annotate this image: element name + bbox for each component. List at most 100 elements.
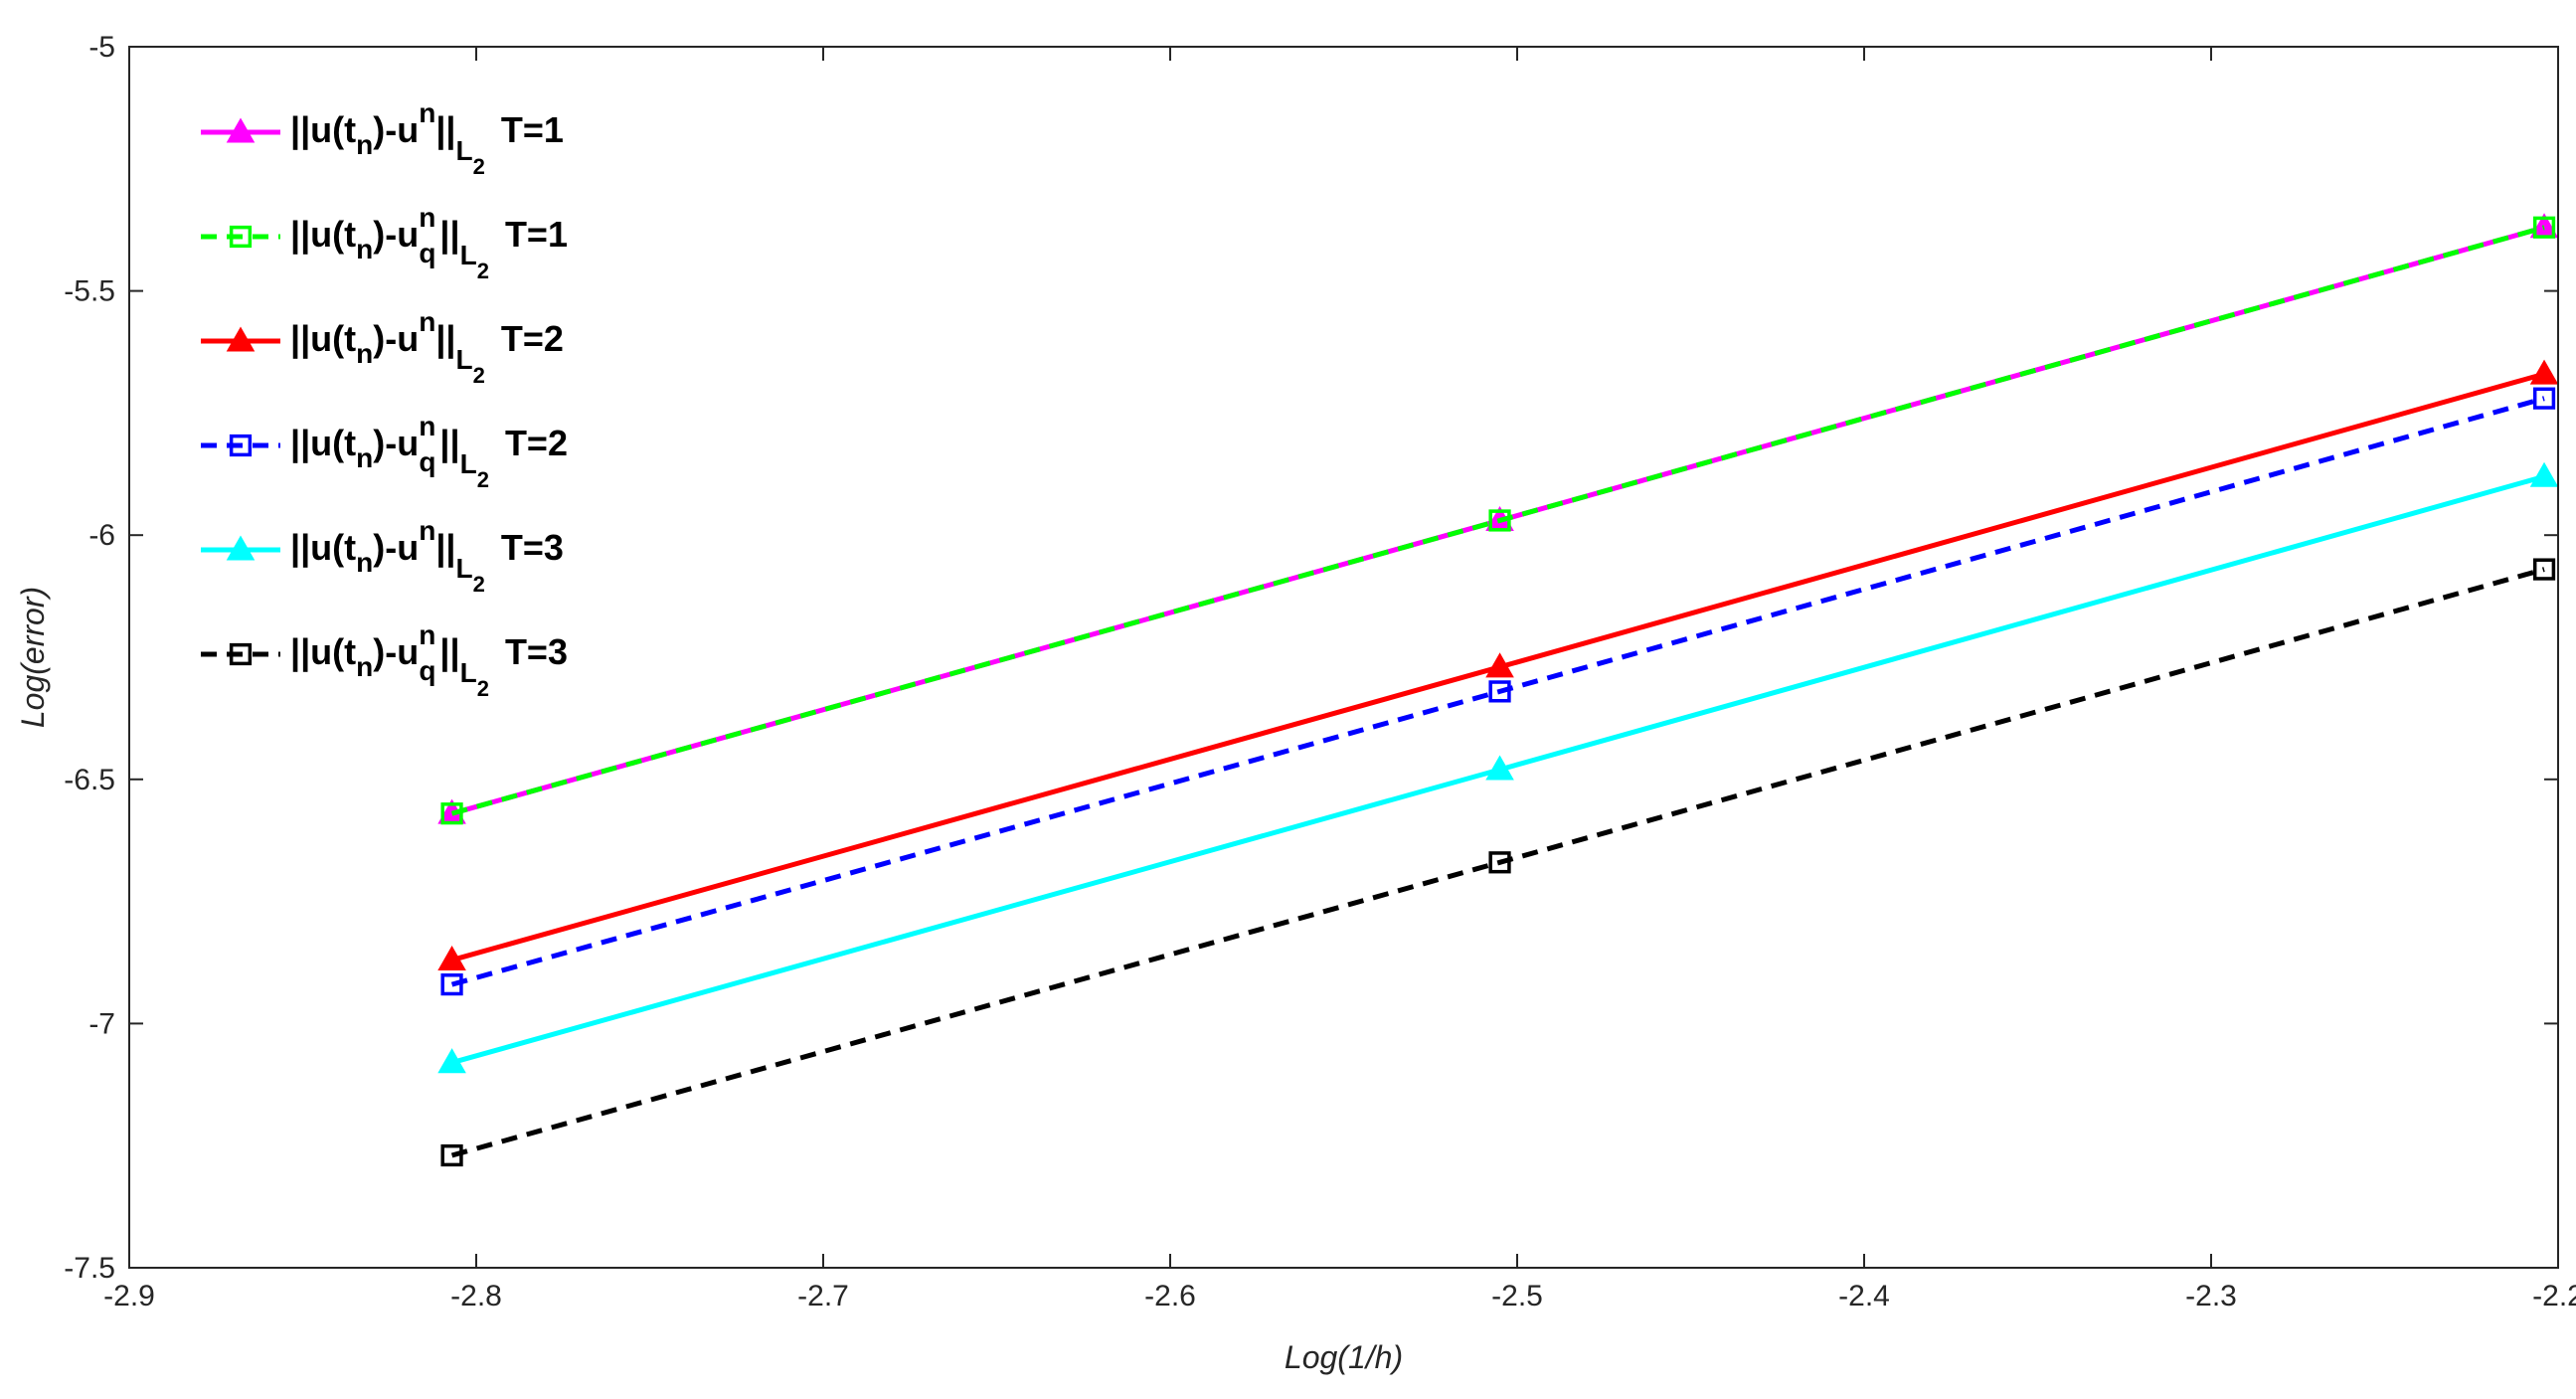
data-point <box>440 802 463 825</box>
data-point <box>2529 359 2559 385</box>
legend-label-part: 2 <box>477 259 489 283</box>
legend-label-part: ||u(t <box>290 423 356 464</box>
ticks-layer: -2.9 -2.8 -2.7 -2.6 -2.5 -2.4 -2.3 -2.2 -7.5 -7 -6… <box>64 31 2576 1312</box>
legend-label: ||u(tn)-un||L2T=2 <box>290 306 564 388</box>
y-tick-label: -7.5 <box>64 1252 115 1285</box>
legend-label-part: 2 <box>473 363 485 388</box>
legend-label-part: L <box>460 448 477 479</box>
legend-marker-swatch <box>226 535 256 561</box>
data-point <box>1485 755 1514 781</box>
x-axis-title: Log(1/h) <box>1285 1339 1403 1375</box>
legend-entry-3: ||u(tn)-un||L2T=2 <box>201 306 564 388</box>
legend-label-part: 2 <box>473 572 485 597</box>
data-point <box>2532 216 2556 239</box>
legend-label-part: q <box>419 238 435 268</box>
legend-label-part: || <box>439 631 459 673</box>
series-5 <box>437 461 2559 1074</box>
data-point <box>1488 509 1511 532</box>
y-axis-title: Log(error) <box>15 587 51 728</box>
legend-label: ||u(tn)-un q ||L2T=3 <box>290 619 568 701</box>
legend-label-part: n <box>356 442 373 473</box>
legend-marker-swatch <box>229 642 253 666</box>
legend-entry-4: ||u(tn)-un q ||L2T=2 <box>201 411 568 492</box>
legend-label-part: n <box>356 651 373 682</box>
legend-label-part: ||u(t <box>290 631 356 673</box>
legend-label-part: || <box>439 214 459 256</box>
legend-label-part: T=1 <box>505 214 568 255</box>
series-6 <box>440 558 2556 1167</box>
legend-label: ||u(tn)-un q ||L2T=1 <box>290 202 568 283</box>
legend-label-part: L <box>455 135 472 166</box>
legend-label: ||u(tn)-un||L2T=3 <box>290 515 564 597</box>
legend-label-part: L <box>460 657 477 688</box>
legend-label-part: ||u(t <box>290 109 356 151</box>
legend-label-part: n <box>356 547 373 578</box>
legend-entry-5: ||u(tn)-un||L2T=3 <box>201 515 564 597</box>
legend-label-part: 2 <box>477 467 489 492</box>
data-point <box>440 1143 463 1167</box>
legend-label-part: ||u(t <box>290 527 356 569</box>
legend-label-part: T=2 <box>501 318 564 359</box>
legend-marker-swatch <box>229 225 253 249</box>
legend-label-part: L <box>455 553 472 584</box>
y-tick-label: -6 <box>88 519 115 552</box>
legend-label-part: T=1 <box>501 109 564 150</box>
x-tick-label: -2.2 <box>2532 1280 2576 1312</box>
legend-label-part: n <box>419 97 435 128</box>
series-line <box>450 225 2545 816</box>
legend-label-part: n <box>419 619 435 650</box>
legend-marker-swatch <box>229 434 253 457</box>
legend-label-part: L <box>455 344 472 375</box>
data-point <box>1485 652 1514 678</box>
legend-label-part: n <box>419 202 435 233</box>
legend-label-part: n <box>419 411 435 441</box>
legend-label-part: 2 <box>473 154 485 179</box>
legend-label: ||u(tn)-un||L2T=1 <box>290 97 564 179</box>
data-point <box>2529 461 2559 487</box>
legend-label-part: n <box>419 306 435 337</box>
legend-label-part: q <box>419 655 435 686</box>
y-tick-label: -6.5 <box>64 764 115 796</box>
legend-label-part: q <box>419 446 435 477</box>
y-tick-label: -7 <box>88 1007 115 1040</box>
legend-marker-swatch <box>226 326 256 352</box>
legend-label-part: T=2 <box>505 423 568 463</box>
x-tick-label: -2.6 <box>1144 1280 1196 1312</box>
data-point <box>440 972 463 996</box>
legend-label-part: T=3 <box>505 631 568 672</box>
data-point <box>1488 680 1511 703</box>
x-tick-label: -2.8 <box>450 1280 502 1312</box>
legend-label-part: n <box>419 515 435 546</box>
series-3 <box>437 359 2559 971</box>
legend-entry-2: ||u(tn)-un q ||L2T=1 <box>201 202 568 283</box>
legend-entry-1: ||u(tn)-un||L2T=1 <box>201 97 564 179</box>
series-line <box>450 396 2545 987</box>
legend: ||u(tn)-un||L2T=1||u(tn)-un q ||L2T=1||u(t… <box>201 97 568 701</box>
legend-label-part: )-u <box>373 631 419 672</box>
legend-label-part: n <box>356 234 373 264</box>
legend-label-part: T=3 <box>501 527 564 568</box>
x-tick-label: -2.3 <box>2185 1280 2237 1312</box>
series-layer <box>437 213 2559 1167</box>
legend-label-part: ||u(t <box>290 318 356 360</box>
series-2 <box>440 216 2556 825</box>
series-line <box>450 567 2545 1158</box>
legend-label-part: || <box>435 109 455 151</box>
y-tick-label: -5 <box>88 31 115 64</box>
legend-label: ||u(tn)-un q ||L2T=2 <box>290 411 568 492</box>
legend-label-part: || <box>435 318 455 360</box>
legend-marker-swatch <box>226 117 256 143</box>
axes-box <box>128 46 2559 1269</box>
legend-label-part: || <box>435 527 455 569</box>
data-point <box>2532 558 2556 581</box>
data-point <box>437 946 466 971</box>
legend-label-part: )-u <box>373 423 419 463</box>
legend-label-part: )-u <box>373 214 419 255</box>
legend-entry-6: ||u(tn)-un q ||L2T=3 <box>201 619 568 701</box>
series-4 <box>440 387 2556 996</box>
legend-label-part: n <box>356 338 373 369</box>
x-tick-label: -2.5 <box>1491 1280 1543 1312</box>
legend-label-part: L <box>460 240 477 270</box>
legend-label-part: )-u <box>373 109 419 150</box>
